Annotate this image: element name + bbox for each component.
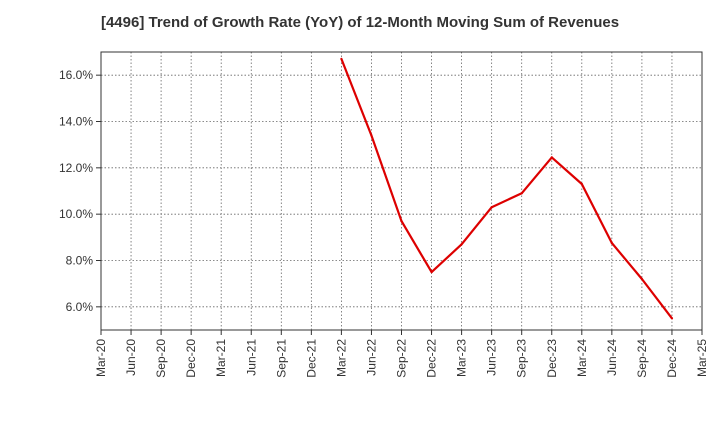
x-tick-label: Sep-21 <box>274 339 288 378</box>
x-tick-label: Dec-21 <box>304 339 318 378</box>
x-tick-label: Mar-21 <box>214 339 228 377</box>
data-point <box>460 243 463 246</box>
y-tick-label: 16.0% <box>59 68 93 82</box>
x-tick-label: Dec-23 <box>545 339 559 378</box>
x-tick-label: Jun-23 <box>485 339 499 376</box>
y-tick-label: 12.0% <box>59 161 93 175</box>
data-point <box>580 182 583 186</box>
series-layer <box>340 57 674 320</box>
x-tick-label: Sep-22 <box>395 339 409 378</box>
x-tick-label: Mar-24 <box>575 339 589 377</box>
x-tick-label: Jun-22 <box>364 339 378 376</box>
x-tick-label: Mar-23 <box>455 339 469 377</box>
data-point <box>370 134 373 137</box>
x-tick-label: Sep-24 <box>635 339 649 378</box>
x-tick-label: Jun-21 <box>244 339 258 376</box>
x-tick-label: Dec-20 <box>184 339 198 378</box>
data-point <box>550 156 553 159</box>
y-tick-label: 8.0% <box>66 254 94 268</box>
data-point <box>430 271 433 274</box>
data-point <box>670 317 674 320</box>
data-point <box>400 220 403 223</box>
y-axis: 6.0% 8.0% 10.0% 12.0% 14.0% 16.0% <box>59 68 101 314</box>
x-tick-label: Dec-24 <box>665 339 679 378</box>
x-tick-label: Sep-23 <box>515 339 529 378</box>
grid-lines <box>101 52 702 330</box>
y-tick-label: 14.0% <box>59 115 93 129</box>
data-point <box>340 57 343 61</box>
x-tick-label: Jun-24 <box>605 339 619 376</box>
series-line <box>340 58 673 320</box>
x-tick-label: Jun-20 <box>124 339 138 376</box>
data-point <box>610 242 614 245</box>
x-tick-label: Mar-20 <box>94 339 108 377</box>
data-point <box>640 277 644 281</box>
data-point <box>490 206 493 209</box>
x-tick-label: Dec-22 <box>425 339 439 378</box>
y-tick-label: 6.0% <box>66 300 94 314</box>
x-axis: Mar-20 Jun-20 Sep-20 Dec-20 Mar-21 Jun-21 Sep-… <box>94 330 709 378</box>
x-tick-label: Mar-22 <box>334 339 348 377</box>
y-tick-label: 10.0% <box>59 207 93 221</box>
data-point <box>520 192 523 195</box>
chart-title: [4496] Trend of Growth Rate (YoY) of 12-… <box>100 14 620 31</box>
x-tick-label: Sep-20 <box>154 339 168 378</box>
x-tick-label: Mar-25 <box>695 339 709 377</box>
plot-frame <box>100 51 703 331</box>
